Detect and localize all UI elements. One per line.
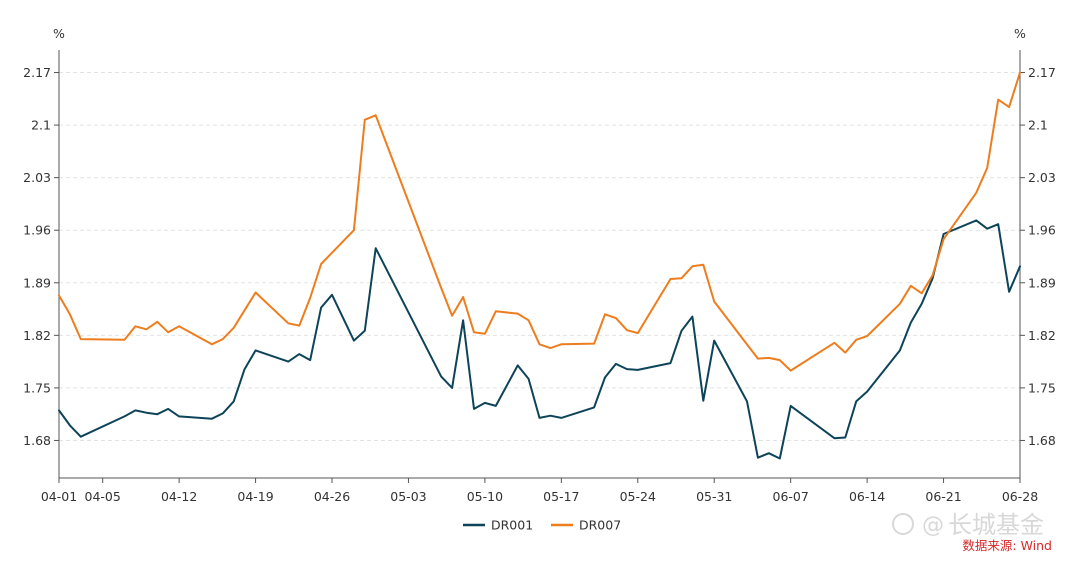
series — [58, 71, 1021, 460]
left-y-tick-label-7: 2.17 — [23, 65, 51, 80]
right-y-unit: % — [1014, 26, 1026, 41]
right-y-tick-label-2: 1.82 — [1028, 328, 1056, 343]
gridlines — [59, 72, 1020, 441]
left-y-tick-label-6: 2.1 — [31, 118, 51, 133]
right-y-tick-label-5: 2.03 — [1028, 170, 1056, 185]
x-tick-label-10: 06-07 — [773, 489, 809, 504]
x-tick-label-13: 06-28 — [1002, 489, 1038, 504]
x-tick-label-2: 04-12 — [161, 489, 197, 504]
left-y-tick-label-0: 1.68 — [23, 433, 51, 448]
x-tick-label-1: 04-05 — [85, 489, 121, 504]
watermark-logo-circle — [892, 513, 914, 535]
x-tick-label-12: 06-21 — [925, 489, 961, 504]
x-tick-label-5: 05-03 — [390, 489, 426, 504]
left-y-tick-label-1: 1.75 — [23, 380, 51, 395]
x-tick-label-8: 05-24 — [620, 489, 656, 504]
series-line-dr007 — [58, 71, 1021, 372]
watermark-at-symbol: @ — [922, 513, 944, 538]
legend-item-dr007[interactable]: DR007 — [551, 518, 621, 533]
x-tick-label-7: 05-17 — [543, 489, 579, 504]
left-y-ticks: 1.68 1.75 1.82 1.89 1.96 2.03 2.1 2.17 — [23, 65, 59, 448]
left-y-unit: % — [53, 26, 65, 41]
watermark-brand: 长城基金 — [948, 511, 1044, 539]
left-y-tick-label-4: 1.96 — [23, 223, 51, 238]
right-y-tick-label-7: 2.17 — [1028, 65, 1056, 80]
data-source-note: 数据来源: Wind — [962, 538, 1052, 553]
right-y-tick-label-1: 1.75 — [1028, 380, 1056, 395]
series-line-dr001 — [58, 219, 1021, 460]
left-y-tick-label-2: 1.82 — [23, 328, 51, 343]
legend-label-dr001: DR001 — [491, 518, 533, 533]
x-tick-label-4: 04-26 — [314, 489, 350, 504]
left-y-tick-label-3: 1.89 — [23, 275, 51, 290]
right-y-tick-label-0: 1.68 — [1028, 433, 1056, 448]
x-tick-label-6: 05-10 — [467, 489, 503, 504]
x-tick-label-11: 06-14 — [849, 489, 885, 504]
legend-item-dr001[interactable]: DR001 — [463, 518, 533, 533]
right-y-tick-label-6: 2.1 — [1028, 118, 1048, 133]
axes: % % — [53, 26, 1026, 479]
left-y-tick-label-5: 2.03 — [23, 170, 51, 185]
right-y-tick-label-4: 1.96 — [1028, 223, 1056, 238]
x-tick-label-3: 04-19 — [237, 489, 273, 504]
watermark: @ 长城基金 数据来源: Wind — [892, 511, 1052, 553]
legend[interactable]: DR001 DR007 — [463, 518, 621, 533]
right-y-ticks: 1.68 1.75 1.82 1.89 1.96 2.03 2.1 2.17 — [1020, 65, 1056, 448]
right-y-tick-label-3: 1.89 — [1028, 275, 1056, 290]
x-ticks: 04-01 04-05 04-12 04-19 04-26 05-03 05-10 05-17… — [41, 478, 1038, 504]
legend-label-dr007: DR007 — [579, 518, 621, 533]
x-tick-label-9: 05-31 — [696, 489, 732, 504]
x-tick-label-0: 04-01 — [41, 489, 77, 504]
